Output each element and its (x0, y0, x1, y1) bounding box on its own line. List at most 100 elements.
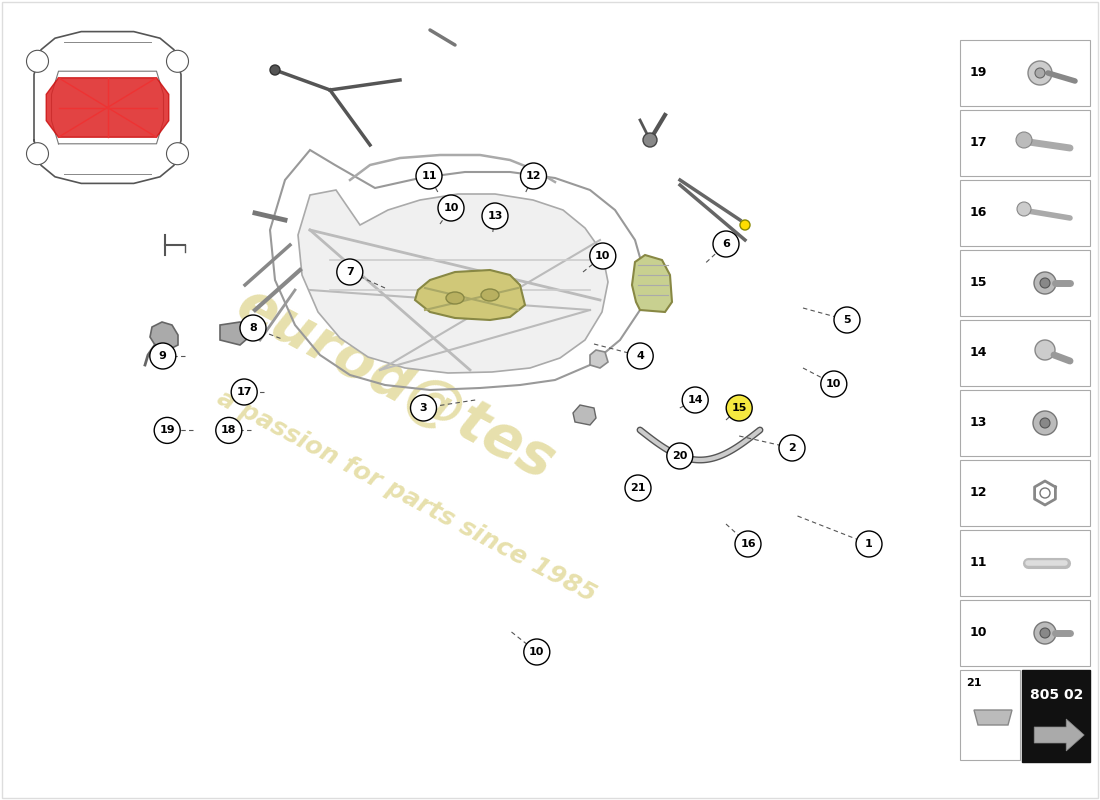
Text: 14: 14 (970, 346, 988, 359)
FancyBboxPatch shape (960, 530, 1090, 596)
Circle shape (416, 163, 442, 189)
Circle shape (1033, 411, 1057, 435)
Circle shape (1035, 68, 1045, 78)
Text: 21: 21 (966, 678, 981, 688)
Text: 19: 19 (160, 426, 175, 435)
Circle shape (735, 531, 761, 557)
Text: 14: 14 (688, 395, 703, 405)
Circle shape (856, 531, 882, 557)
Circle shape (627, 343, 653, 369)
Circle shape (1040, 418, 1050, 428)
Ellipse shape (481, 289, 499, 301)
Circle shape (216, 418, 242, 443)
Text: 9: 9 (158, 351, 167, 361)
FancyBboxPatch shape (960, 40, 1090, 106)
Circle shape (240, 315, 266, 341)
Circle shape (740, 220, 750, 230)
Circle shape (166, 142, 188, 165)
FancyBboxPatch shape (960, 460, 1090, 526)
Circle shape (726, 395, 752, 421)
Circle shape (644, 133, 657, 147)
Circle shape (26, 142, 48, 165)
Circle shape (1040, 278, 1050, 288)
Text: 15: 15 (970, 277, 988, 290)
Polygon shape (590, 350, 608, 368)
Text: 2: 2 (788, 443, 796, 453)
FancyBboxPatch shape (960, 320, 1090, 386)
Circle shape (1034, 272, 1056, 294)
Circle shape (520, 163, 547, 189)
Polygon shape (974, 710, 1012, 725)
Text: 20: 20 (672, 451, 688, 461)
Text: 3: 3 (420, 403, 427, 413)
Circle shape (713, 231, 739, 257)
Text: 8: 8 (249, 323, 257, 333)
Text: 17: 17 (236, 387, 252, 397)
Text: 12: 12 (970, 486, 988, 499)
Text: 13: 13 (970, 417, 988, 430)
Circle shape (337, 259, 363, 285)
Text: 805 02: 805 02 (1030, 688, 1082, 702)
Text: 10: 10 (443, 203, 459, 213)
FancyBboxPatch shape (960, 250, 1090, 316)
Circle shape (1040, 628, 1050, 638)
Polygon shape (1034, 719, 1085, 751)
Polygon shape (150, 322, 178, 350)
Circle shape (524, 639, 550, 665)
Ellipse shape (446, 292, 464, 304)
Text: 10: 10 (826, 379, 842, 389)
Text: 16: 16 (740, 539, 756, 549)
Circle shape (779, 435, 805, 461)
Text: 18: 18 (221, 426, 236, 435)
FancyBboxPatch shape (960, 600, 1090, 666)
Circle shape (682, 387, 708, 413)
Text: 17: 17 (970, 137, 988, 150)
Text: 4: 4 (636, 351, 645, 361)
Circle shape (821, 371, 847, 397)
FancyBboxPatch shape (960, 180, 1090, 246)
Circle shape (270, 65, 280, 75)
Text: 10: 10 (970, 626, 988, 639)
Circle shape (410, 395, 437, 421)
Text: 10: 10 (595, 251, 610, 261)
Text: 10: 10 (529, 647, 544, 657)
Text: 13: 13 (487, 211, 503, 221)
Text: eurod@tes: eurod@tes (227, 276, 565, 492)
Circle shape (1035, 340, 1055, 360)
Text: a passion for parts since 1985: a passion for parts since 1985 (213, 386, 601, 606)
Circle shape (625, 475, 651, 501)
Circle shape (1018, 202, 1031, 216)
Text: 11: 11 (970, 557, 988, 570)
Circle shape (1016, 132, 1032, 148)
Text: 6: 6 (722, 239, 730, 249)
Circle shape (1034, 622, 1056, 644)
Text: 16: 16 (970, 206, 988, 219)
Text: 1: 1 (865, 539, 873, 549)
FancyBboxPatch shape (1022, 670, 1090, 762)
Text: 21: 21 (630, 483, 646, 493)
Polygon shape (298, 190, 608, 373)
Circle shape (438, 195, 464, 221)
Text: 11: 11 (421, 171, 437, 181)
Circle shape (667, 443, 693, 469)
Polygon shape (46, 78, 168, 138)
Circle shape (590, 243, 616, 269)
Circle shape (166, 50, 188, 72)
Text: 19: 19 (970, 66, 988, 79)
Circle shape (482, 203, 508, 229)
Polygon shape (220, 322, 248, 345)
Circle shape (1028, 61, 1052, 85)
FancyBboxPatch shape (960, 110, 1090, 176)
Polygon shape (573, 405, 596, 425)
Circle shape (154, 418, 180, 443)
FancyBboxPatch shape (960, 390, 1090, 456)
Text: 12: 12 (526, 171, 541, 181)
Circle shape (1040, 488, 1050, 498)
Text: 15: 15 (732, 403, 747, 413)
Polygon shape (632, 255, 672, 312)
Polygon shape (415, 270, 525, 320)
Circle shape (26, 50, 48, 72)
Circle shape (834, 307, 860, 333)
FancyBboxPatch shape (960, 670, 1020, 760)
Circle shape (150, 343, 176, 369)
